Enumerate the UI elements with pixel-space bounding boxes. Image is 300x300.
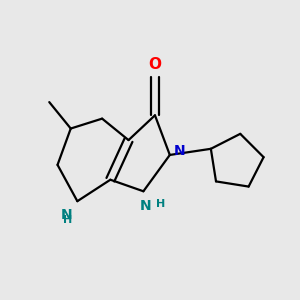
Text: H: H: [156, 199, 165, 208]
Text: N: N: [140, 199, 152, 212]
Text: N: N: [174, 144, 185, 158]
Text: H: H: [63, 215, 72, 225]
Text: O: O: [148, 57, 161, 72]
Text: N: N: [61, 208, 72, 222]
